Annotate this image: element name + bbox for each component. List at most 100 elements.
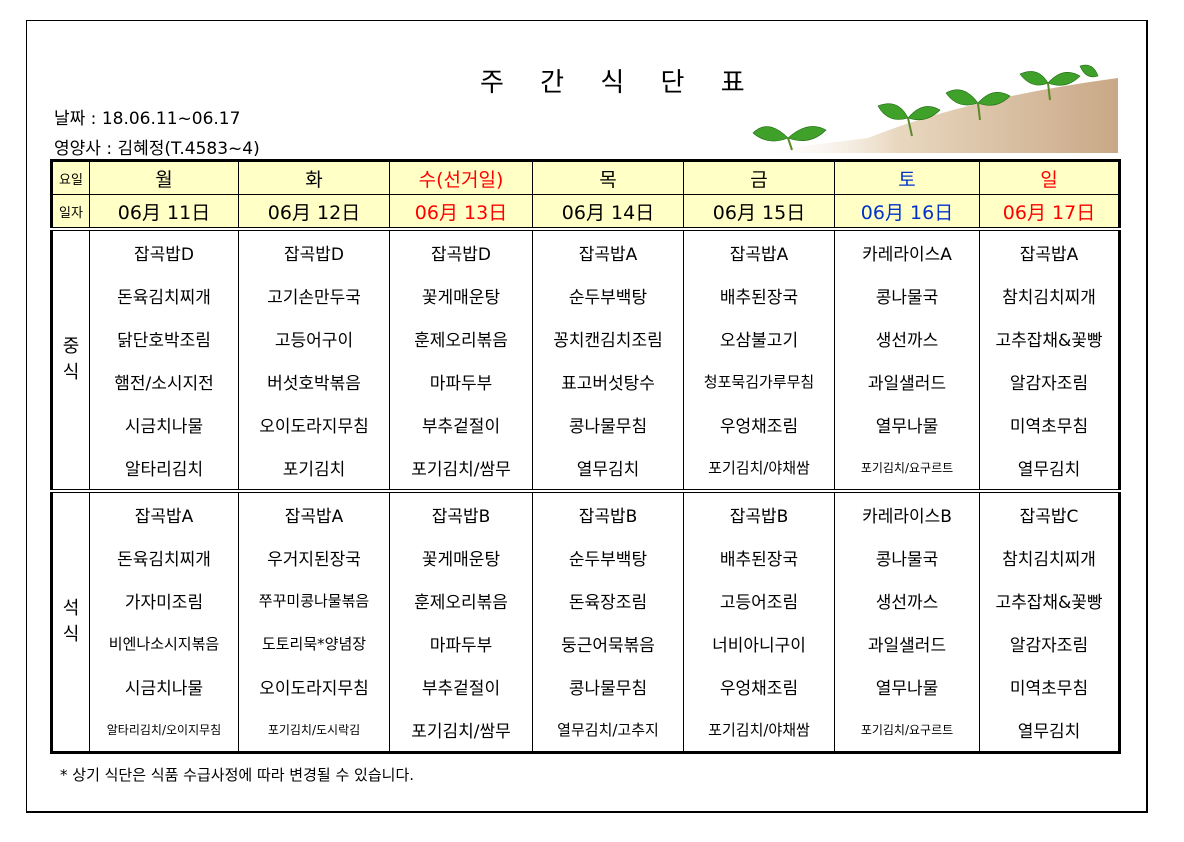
menu-item: 둥근어묵볶음: [532, 622, 684, 665]
day-name: 월: [89, 160, 239, 195]
menu-item: 고추잡채&꽃빵: [979, 579, 1120, 622]
menu-item: 과일샐러드: [834, 360, 980, 403]
day-name: 목: [532, 160, 684, 195]
menu-item: 고기손만두국: [238, 274, 390, 317]
menu-item: 열무나물: [834, 665, 980, 708]
dietitian-info: 영양사 : 김혜정(T.4583~4): [54, 139, 260, 159]
menu-item: 잡곡밥B: [389, 489, 533, 536]
menu-item: 잡곡밥C: [979, 489, 1120, 536]
menu-row: 비엔나소시지볶음 도토리묵*양념장 마파두부 둥근어묵볶음 너비아니구이 과일샐러드 알감자…: [52, 622, 1120, 665]
menu-row: 닭단호박조림 고등어구이 훈제오리볶음 꽁치캔김치조림 오삼불고기 생선까스 고추잡채&꽃빵: [52, 317, 1120, 360]
menu-item: 시금치나물: [89, 665, 239, 708]
day-name: 수(선거일): [389, 160, 533, 195]
menu-item: 잡곡밥A: [683, 227, 835, 274]
page-title: 주 간 식 단 표: [480, 68, 759, 98]
menu-item: 포기김치/요구르트: [834, 708, 980, 753]
menu-item: 생선까스: [834, 579, 980, 622]
menu-item: 표고버섯탕수: [532, 360, 684, 403]
day-label: 요일: [51, 160, 90, 195]
menu-item: 꽃게매운탕: [389, 536, 533, 579]
menu-item: 콩나물무침: [532, 665, 684, 708]
menu-item: 생선까스: [834, 317, 980, 360]
date-range: 날짜 : 18.06.11~06.17: [54, 109, 241, 129]
day-name: 금: [683, 160, 835, 195]
menu-item: 잡곡밥A: [979, 227, 1120, 274]
menu-item: 우엉채조림: [683, 403, 835, 446]
menu-item: 콩나물국: [834, 274, 980, 317]
meal-label: 석 식: [51, 489, 90, 753]
menu-item: 꽁치캔김치조림: [532, 317, 684, 360]
menu-item: 잡곡밥A: [532, 227, 684, 274]
menu-item: 포기김치/야채쌈: [683, 708, 835, 753]
menu-item: 배추된장국: [683, 274, 835, 317]
menu-item: 잡곡밥A: [238, 489, 390, 536]
menu-item: 훈제오리볶음: [389, 317, 533, 360]
menu-item: 미역초무침: [979, 665, 1120, 708]
day-name: 화: [238, 160, 390, 195]
day-date: 06月 14日: [532, 194, 684, 230]
menu-item: 고등어조림: [683, 579, 835, 622]
menu-item: 잡곡밥D: [89, 227, 239, 274]
menu-item: 잡곡밥A: [89, 489, 239, 536]
menu-item: 우엉채조림: [683, 665, 835, 708]
menu-item: 포기김치: [238, 446, 390, 491]
menu-item: 포기김치/요구르트: [834, 446, 980, 491]
menu-item: 닭단호박조림: [89, 317, 239, 360]
sprout-illustration: [748, 64, 1118, 153]
menu-item: 돈육김치찌개: [89, 274, 239, 317]
menu-item: 카레라이스B: [834, 489, 980, 536]
menu-item: 오이도라지무침: [238, 665, 390, 708]
day-header-row: 요일 월 화 수(선거일) 목 금 토 일: [51, 160, 1120, 195]
menu-item: 배추된장국: [683, 536, 835, 579]
day-date: 06月 15日: [683, 194, 835, 230]
menu-item: 알감자조림: [979, 360, 1120, 403]
menu-item: 포기김치/도시락김: [238, 708, 390, 753]
menu-item: 돈육김치찌개: [89, 536, 239, 579]
menu-item: 콩나물국: [834, 536, 980, 579]
menu-item: 우거지된장국: [238, 536, 390, 579]
menu-item: 열무김치: [979, 446, 1120, 491]
menu-item: 과일샐러드: [834, 622, 980, 665]
menu-item: 포기김치/야채쌈: [683, 446, 835, 491]
menu-item: 열무김치/고추지: [532, 708, 684, 753]
menu-item: 꽃게매운탕: [389, 274, 533, 317]
menu-row: 돈육김치찌개 고기손만두국 꽃게매운탕 순두부백탕 배추된장국 콩나물국 참치김치찌개: [52, 274, 1120, 317]
menu-item: 고추잡채&꽃빵: [979, 317, 1120, 360]
menu-row: 시금치나물 오이도라지무침 부추겉절이 콩나물무침 우엉채조림 열무나물 미역초무침: [52, 403, 1120, 446]
menu-item: 순두부백탕: [532, 274, 684, 317]
day-name: 일: [979, 160, 1120, 195]
menu-item: 열무나물: [834, 403, 980, 446]
menu-item: 비엔나소시지볶음: [89, 622, 239, 665]
menu-row: 돈육김치찌개 우거지된장국 꽃게매운탕 순두부백탕 배추된장국 콩나물국 참치김치찌개: [52, 536, 1120, 579]
menu-item: 잡곡밥D: [389, 227, 533, 274]
day-date: 06月 12日: [238, 194, 390, 230]
menu-item: 훈제오리볶음: [389, 579, 533, 622]
menu-item: 가자미조림: [89, 579, 239, 622]
menu-item: 도토리묵*양념장: [238, 622, 390, 665]
menu-item: 고등어구이: [238, 317, 390, 360]
menu-item: 오삼불고기: [683, 317, 835, 360]
day-date: 06月 13日: [389, 194, 533, 230]
menu-item: 미역초무침: [979, 403, 1120, 446]
menu-item: 알타리김치: [89, 446, 239, 491]
menu-item: 열무김치: [532, 446, 684, 491]
menu-item: 콩나물무침: [532, 403, 684, 446]
date-header-row: 일자 06月 11日 06月 12日 06月 13日 06月 14日 06月 15日 06月…: [51, 194, 1120, 230]
menu-item: 포기김치/쌈무: [389, 446, 533, 491]
menu-item: 알타리김치/오이지무침: [89, 708, 239, 753]
menu-item: 참치김치찌개: [979, 274, 1120, 317]
date-label: 일자: [51, 194, 90, 230]
menu-item: 잡곡밥B: [683, 489, 835, 536]
menu-item: 부추겉절이: [389, 665, 533, 708]
menu-row: 알타리김치 포기김치 포기김치/쌈무 열무김치 포기김치/야채쌈 포기김치/요구르트 열무김…: [52, 446, 1120, 491]
menu-row: 가자미조림 쭈꾸미콩나물볶음 훈제오리볶음 돈육장조림 고등어조림 생선까스 고추잡채&꽃빵: [52, 579, 1120, 622]
menu-item: 버섯호박볶음: [238, 360, 390, 403]
menu-item: 쭈꾸미콩나물볶음: [238, 579, 390, 622]
menu-item: 청포묵김가루무침: [683, 360, 835, 403]
menu-item: 잡곡밥B: [532, 489, 684, 536]
menu-item: 오이도라지무침: [238, 403, 390, 446]
menu-row: 중 식 잡곡밥D 잡곡밥D 잡곡밥D 잡곡밥A 잡곡밥A 카레라이스A 잡곡밥A: [51, 227, 1120, 491]
menu-row: 석 식 잡곡밥A 잡곡밥A 잡곡밥B 잡곡밥B 잡곡밥B 카레라이스B 잡곡밥C: [51, 489, 1120, 753]
menu-item: 돈육장조림: [532, 579, 684, 622]
meal-label: 중 식: [51, 227, 90, 491]
